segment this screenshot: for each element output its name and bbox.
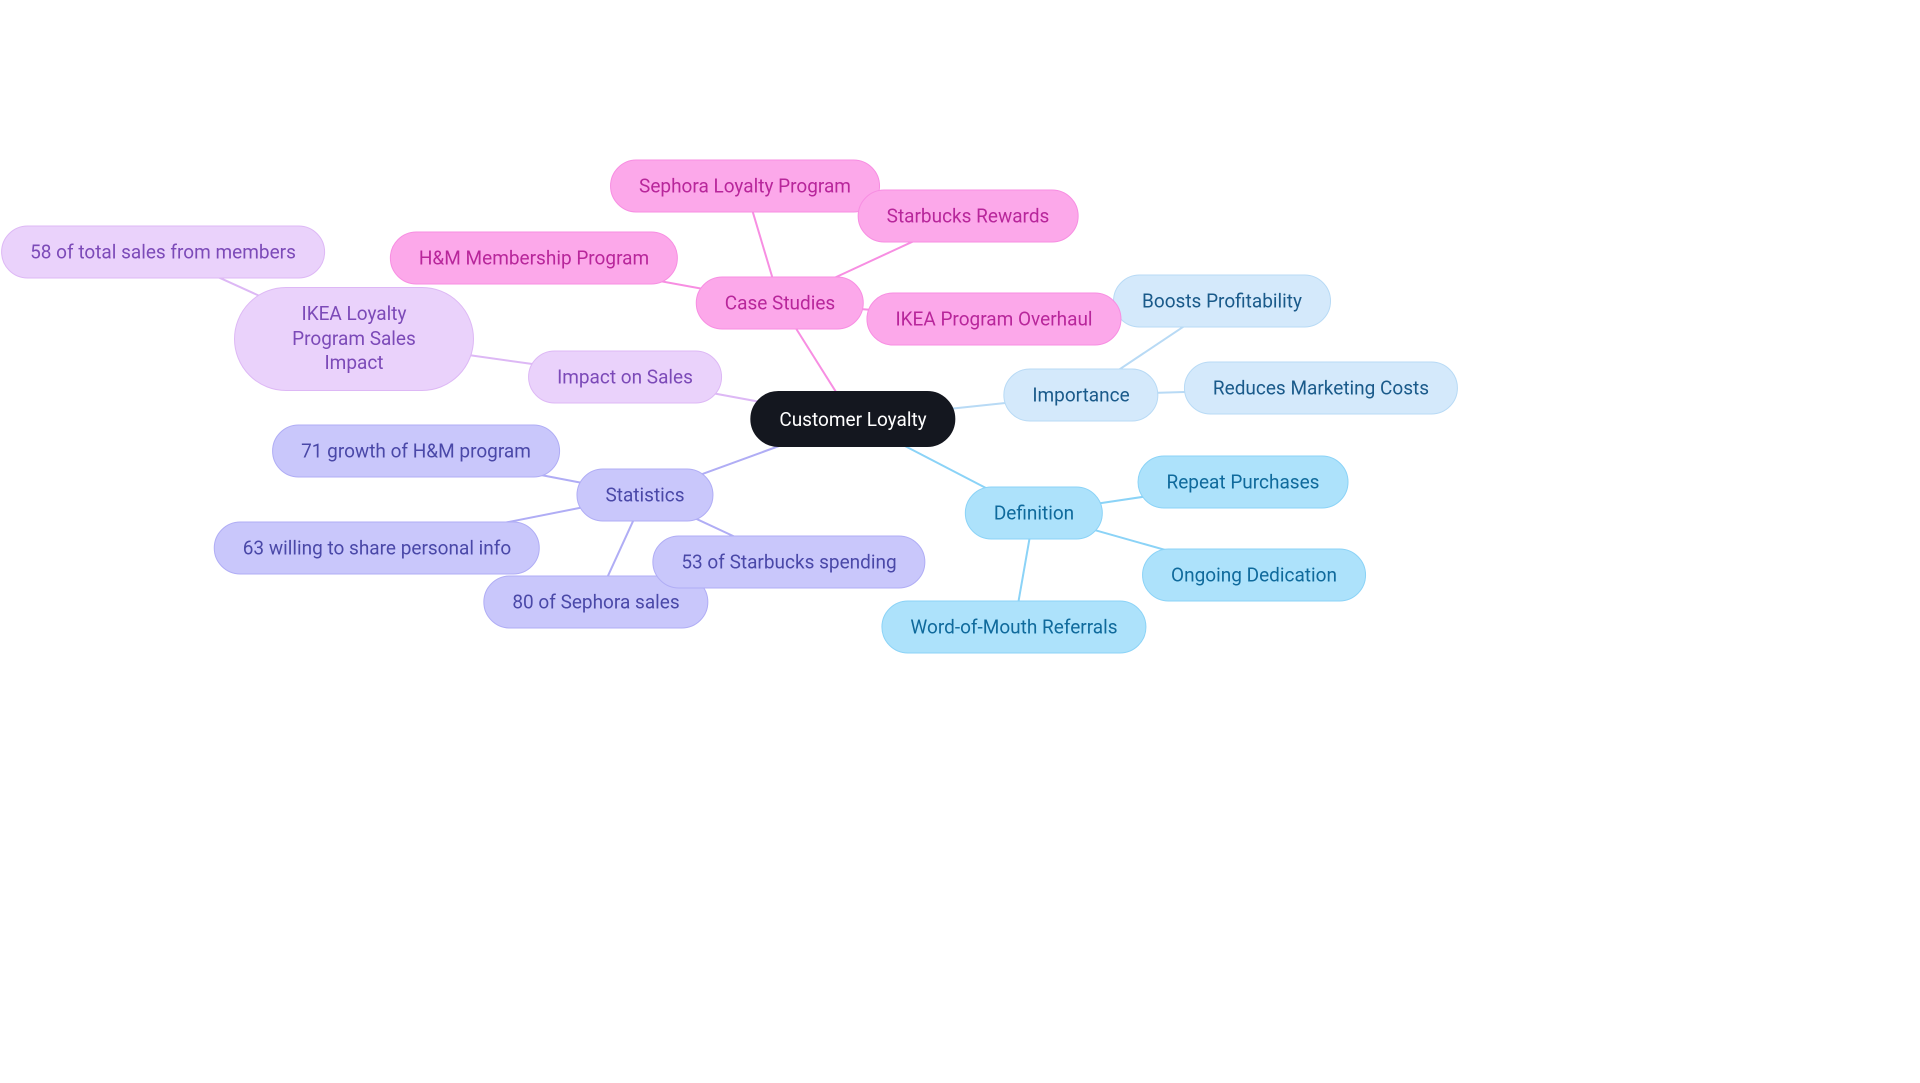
node-members58: 58 of total sales from members [1,226,325,279]
node-stats: Statistics [576,469,713,522]
node-growth71: 71 growth of H&M program [272,425,560,478]
node-root: Customer Loyalty [750,391,955,447]
node-share63: 63 willing to share personal info [214,522,540,575]
node-marketing: Reduces Marketing Costs [1184,362,1458,415]
node-impact: Impact on Sales [528,351,722,404]
node-sbux53: 53 of Starbucks spending [652,536,925,589]
node-profit: Boosts Profitability [1113,275,1331,328]
node-repeat: Repeat Purchases [1138,456,1349,509]
node-hm: H&M Membership Program [390,232,678,285]
node-ikea: IKEA Program Overhaul [866,293,1121,346]
node-importance: Importance [1003,369,1158,422]
node-referrals: Word-of-Mouth Referrals [881,601,1146,654]
node-starbucks: Starbucks Rewards [858,190,1079,243]
node-ikea_sales: IKEA Loyalty Program Sales Impact [234,287,474,391]
node-cases: Case Studies [696,277,864,330]
node-dedication: Ongoing Dedication [1142,549,1366,602]
node-sephora: Sephora Loyalty Program [610,160,880,213]
node-definition: Definition [965,487,1103,540]
